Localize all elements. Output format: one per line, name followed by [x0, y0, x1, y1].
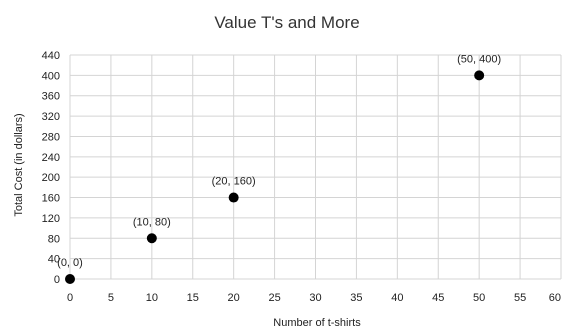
data-labels: (0, 0) (10, 80) (20, 160) (50, 400): [57, 53, 501, 269]
data-points: [65, 70, 485, 284]
data-point: [228, 192, 239, 203]
x-tick-label: 30: [309, 292, 321, 304]
y-tick-label: 40: [48, 254, 60, 266]
data-label: (50, 400): [457, 53, 501, 65]
x-tick-label: 0: [67, 292, 73, 304]
y-tick-label: 160: [42, 193, 60, 205]
data-point: [474, 70, 485, 81]
x-tick-label: 40: [391, 292, 403, 304]
x-tick-label: 5: [108, 292, 114, 304]
y-tick-label: 120: [42, 213, 60, 225]
x-tick-label: 15: [187, 292, 199, 304]
x-tick-label: 35: [350, 292, 362, 304]
y-axis-label: Total Cost (in dollars): [13, 113, 25, 216]
x-tick-label: 50: [473, 292, 485, 304]
grid: [69, 54, 562, 280]
data-point: [146, 233, 157, 244]
data-label: (0, 0): [57, 257, 83, 269]
y-tick-label: 320: [42, 111, 60, 123]
x-axis-label: Number of t-shirts: [273, 317, 361, 329]
x-tick-label: 10: [146, 292, 158, 304]
y-axis-ticks: 0 40 80 120 160 200 240 280 320 360 400 440: [42, 50, 60, 286]
y-tick-label: 0: [54, 274, 60, 286]
y-tick-label: 440: [42, 50, 60, 62]
data-label: (20, 160): [212, 176, 256, 188]
x-tick-label: 55: [514, 292, 526, 304]
y-tick-label: 280: [42, 131, 60, 143]
x-tick-label: 60: [549, 292, 561, 304]
x-tick-label: 45: [432, 292, 444, 304]
x-tick-label: 20: [228, 292, 240, 304]
y-tick-label: 400: [42, 70, 60, 82]
x-tick-label: 25: [268, 292, 280, 304]
y-tick-label: 200: [42, 172, 60, 184]
data-label: (10, 80): [133, 216, 171, 228]
chart-title: Value T's and More: [214, 13, 359, 32]
y-tick-label: 360: [42, 91, 60, 103]
y-tick-label: 80: [48, 233, 60, 245]
y-tick-label: 240: [42, 152, 60, 164]
x-axis-ticks: 0 5 10 15 20 25 30 35 40 45 50 55 60: [67, 292, 561, 304]
data-point: [65, 274, 75, 284]
